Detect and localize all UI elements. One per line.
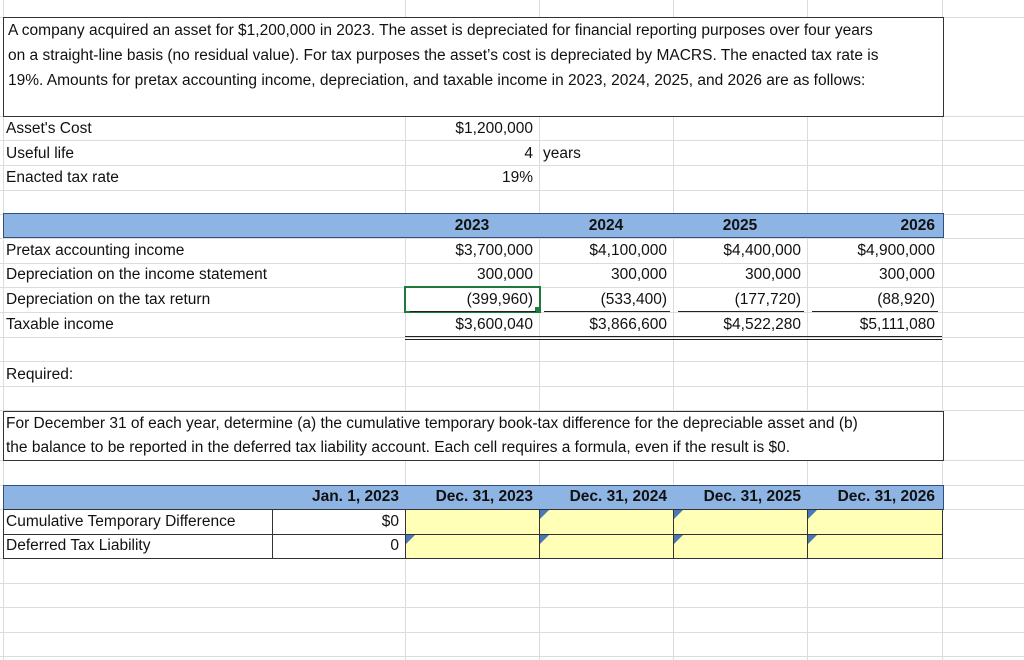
asset-cost-label: Asset's Cost <box>6 120 92 137</box>
useful-life-value[interactable]: 4 <box>524 145 533 162</box>
dtl-input-dec-31-2023[interactable] <box>405 534 540 559</box>
ctd-input-dec-31-2023[interactable] <box>405 509 540 535</box>
taxable-2025[interactable]: $4,522,280 <box>723 316 801 333</box>
pretax-2025[interactable]: $4,400,000 <box>723 242 801 259</box>
answer-header-band <box>3 485 944 510</box>
total-double-underline <box>405 339 942 340</box>
ctd-jan-1-2023[interactable]: $0 <box>381 513 399 530</box>
schedule-header-band <box>3 213 944 238</box>
tax-dep-2025[interactable]: (177,720) <box>734 291 801 308</box>
sum-underline <box>544 311 670 312</box>
required-line-2: the balance to be reported in the deferr… <box>6 439 791 456</box>
label-cell-dtl <box>3 534 273 559</box>
sum-underline <box>678 311 804 312</box>
useful-life-unit: years <box>543 145 581 162</box>
row-label-deferred-tax-liability: Deferred Tax Liability <box>6 537 151 554</box>
header-jan-1-2023: Jan. 1, 2023 <box>311 488 399 505</box>
year-header-2024: 2024 <box>588 217 624 234</box>
tax-dep-2026[interactable]: (88,920) <box>877 291 935 308</box>
comment-marker-icon <box>406 535 415 544</box>
asset-cost-value[interactable]: $1,200,000 <box>455 120 533 137</box>
comment-marker-icon <box>808 535 817 544</box>
row-label-cumulative-difference: Cumulative Temporary Difference <box>6 513 236 530</box>
sum-underline <box>812 311 938 312</box>
taxable-2023[interactable]: $3,600,040 <box>455 316 533 333</box>
pretax-2023[interactable]: $3,700,000 <box>455 242 533 259</box>
row-label-book-depreciation: Depreciation on the income statement <box>6 266 268 283</box>
comment-marker-icon <box>540 510 549 519</box>
ctd-input-dec-31-2025[interactable] <box>673 509 808 535</box>
ctd-input-dec-31-2026[interactable] <box>807 509 943 535</box>
year-header-2025: 2025 <box>722 217 758 234</box>
sum-underline <box>410 311 536 312</box>
required-line-1: For December 31 of each year, determine … <box>6 415 858 432</box>
total-double-underline <box>405 336 942 337</box>
tax-rate-label: Enacted tax rate <box>6 169 119 186</box>
comment-marker-icon <box>808 510 817 519</box>
book-dep-2023[interactable]: 300,000 <box>476 266 533 283</box>
required-text-box[interactable] <box>3 411 944 461</box>
selected-cell-indicator <box>404 286 541 313</box>
header-dec-31-2024: Dec. 31, 2024 <box>569 488 667 505</box>
intro-line-1: A company acquired an asset for $1,200,0… <box>8 22 873 39</box>
book-dep-2025[interactable]: 300,000 <box>744 266 801 283</box>
tax-dep-2024[interactable]: (533,400) <box>600 291 667 308</box>
useful-life-label: Useful life <box>6 145 75 162</box>
dtl-input-dec-31-2026[interactable] <box>807 534 943 559</box>
intro-line-3: 19%. Amounts for pretax accounting incom… <box>8 72 866 89</box>
header-dec-31-2025: Dec. 31, 2025 <box>703 488 801 505</box>
comment-marker-icon <box>540 535 549 544</box>
comment-marker-icon <box>674 535 683 544</box>
required-heading: Required: <box>6 366 74 383</box>
intro-text-box[interactable] <box>3 17 944 117</box>
dtl-input-dec-31-2024[interactable] <box>539 534 674 559</box>
book-dep-2024[interactable]: 300,000 <box>610 266 667 283</box>
pretax-2024[interactable]: $4,100,000 <box>589 242 667 259</box>
ctd-input-dec-31-2024[interactable] <box>539 509 674 535</box>
header-dec-31-2026: Dec. 31, 2026 <box>837 488 935 505</box>
pretax-2026[interactable]: $4,900,000 <box>857 242 935 259</box>
intro-line-2: on a straight-line basis (no residual va… <box>8 47 879 64</box>
row-label-pretax: Pretax accounting income <box>6 242 185 259</box>
row-label-tax-depreciation: Depreciation on the tax return <box>6 291 211 308</box>
tax-dep-2023[interactable]: (399,960) <box>466 291 533 308</box>
header-dec-31-2023: Dec. 31, 2023 <box>435 488 533 505</box>
row-label-taxable-income: Taxable income <box>6 316 114 333</box>
taxable-2026[interactable]: $5,111,080 <box>859 316 935 333</box>
dtl-jan-1-2023[interactable]: 0 <box>390 537 399 554</box>
dtl-input-dec-31-2025[interactable] <box>673 534 808 559</box>
year-header-2023: 2023 <box>454 217 490 234</box>
fill-handle[interactable] <box>535 307 540 312</box>
tax-rate-value[interactable]: 19% <box>501 169 533 186</box>
year-header-2026: 2026 <box>900 217 935 234</box>
book-dep-2026[interactable]: 300,000 <box>878 266 935 283</box>
comment-marker-icon <box>674 510 683 519</box>
taxable-2024[interactable]: $3,866,600 <box>589 316 667 333</box>
